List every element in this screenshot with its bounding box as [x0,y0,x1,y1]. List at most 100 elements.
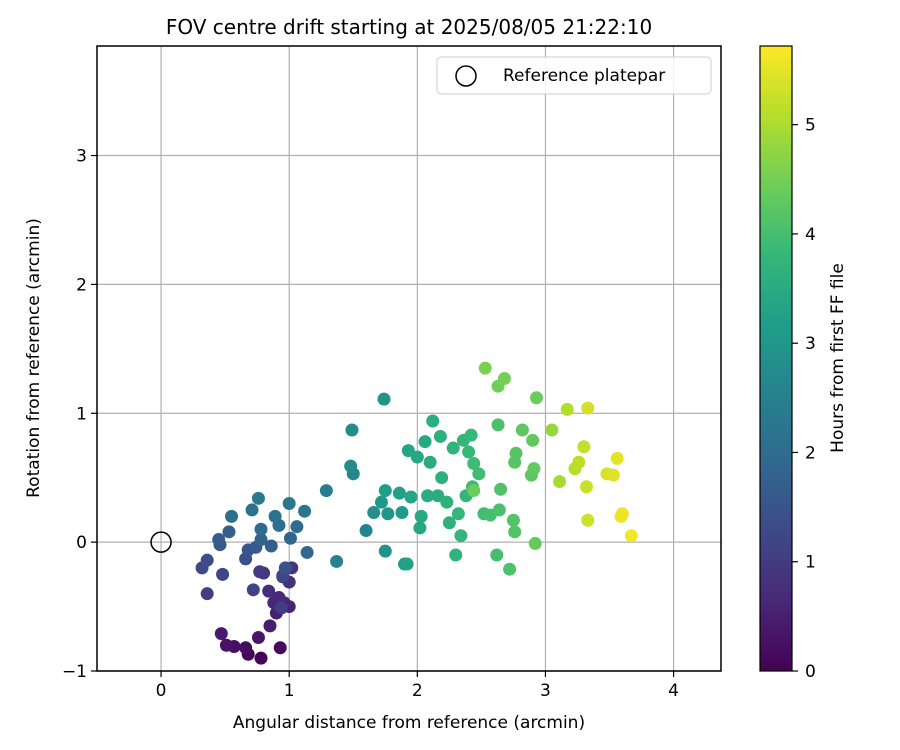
colorbar-gradient-bar [760,46,792,671]
y-tick-label: 0 [76,533,87,553]
colorbar-ticks: 0 1 2 3 4 5 [792,116,816,682]
data-point [395,505,409,519]
data-point [423,455,437,469]
data-point [440,495,454,509]
legend-marker-icon [455,65,477,87]
data-point [581,401,595,415]
data-point [392,486,406,500]
grid-lines [97,46,721,672]
data-point [367,505,381,519]
data-point [278,561,292,575]
data-point [497,371,511,385]
data-point [467,484,481,498]
data-point [219,638,233,652]
data-point [262,584,276,598]
data-point [421,489,435,503]
data-point [253,565,267,579]
data-point [377,392,391,406]
data-point [515,423,529,437]
data-point [442,516,456,530]
legend-entry-reference-platepar: Reference platepar [503,66,665,86]
data-point [418,435,432,449]
data-point [610,451,624,465]
data-point [254,522,268,536]
data-point [572,455,586,469]
data-point [374,495,388,509]
data-point [467,457,481,471]
colorbar-tick-label: 2 [805,443,816,463]
y-tick-label: −1 [62,662,87,682]
legend: Reference platepar [436,56,712,95]
x-tick-label: 0 [156,681,167,701]
data-point [472,467,486,481]
data-point [290,520,304,534]
data-point [378,544,392,558]
data-point [400,557,414,571]
data-point [330,554,344,568]
colorbar-tick-label: 3 [805,334,816,354]
data-point [451,507,465,521]
data-point [464,428,478,442]
data-point [606,468,620,482]
data-point [431,489,445,503]
data-point [478,361,492,375]
data-point [553,475,567,489]
data-point [282,496,296,510]
y-tick-label: 1 [76,404,87,424]
x-tick-label: 1 [284,681,295,701]
data-point [344,459,358,473]
data-point [414,509,428,523]
colorbar-tick-label: 1 [805,553,816,573]
colorbar-frame [759,45,793,672]
data-point [401,444,415,458]
data-point [506,513,520,527]
data-point [251,491,265,505]
data-point [492,503,506,517]
x-tick-label: 4 [668,681,679,701]
reference-platepar-marker [150,531,172,553]
data-point [263,619,277,633]
data-point [527,462,541,476]
colorbar-tick-label: 5 [805,116,816,136]
data-point [345,423,359,437]
colorbar-label: Hours from first FF file [828,263,848,453]
data-point [300,545,314,559]
data-point [413,521,427,535]
data-point [214,627,228,641]
data-point [410,450,424,464]
data-point [503,562,517,576]
data-point [526,433,540,447]
data-point [272,591,286,605]
data-point [509,446,523,460]
data-point [200,587,214,601]
legend-box [436,56,712,95]
data-point [254,651,268,665]
data-point [577,440,591,454]
data-point [545,423,559,437]
data-point [615,507,629,521]
data-point [216,567,230,581]
y-tick-label: 3 [76,147,87,167]
data-point [508,525,522,539]
data-point [254,533,268,547]
data-point [264,539,278,553]
y-axis-label: Rotation from reference (arcmin) [24,218,44,498]
data-point [283,531,297,545]
data-point [319,484,333,498]
data-point [212,533,226,547]
data-point [404,490,418,504]
data-point [462,445,476,459]
data-point [528,536,542,550]
colorbar: 0 1 2 3 4 5 Hours from first FF file [759,45,848,682]
data-point [225,509,239,523]
data-point [490,548,504,562]
data-point [381,507,395,521]
colorbar-tick-label: 4 [805,225,816,245]
colorbar-tick-label: 0 [805,662,816,682]
plot-frame [96,45,722,672]
data-point [435,471,449,485]
data-point [251,630,265,644]
data-point [454,529,468,543]
data-point [433,429,447,443]
